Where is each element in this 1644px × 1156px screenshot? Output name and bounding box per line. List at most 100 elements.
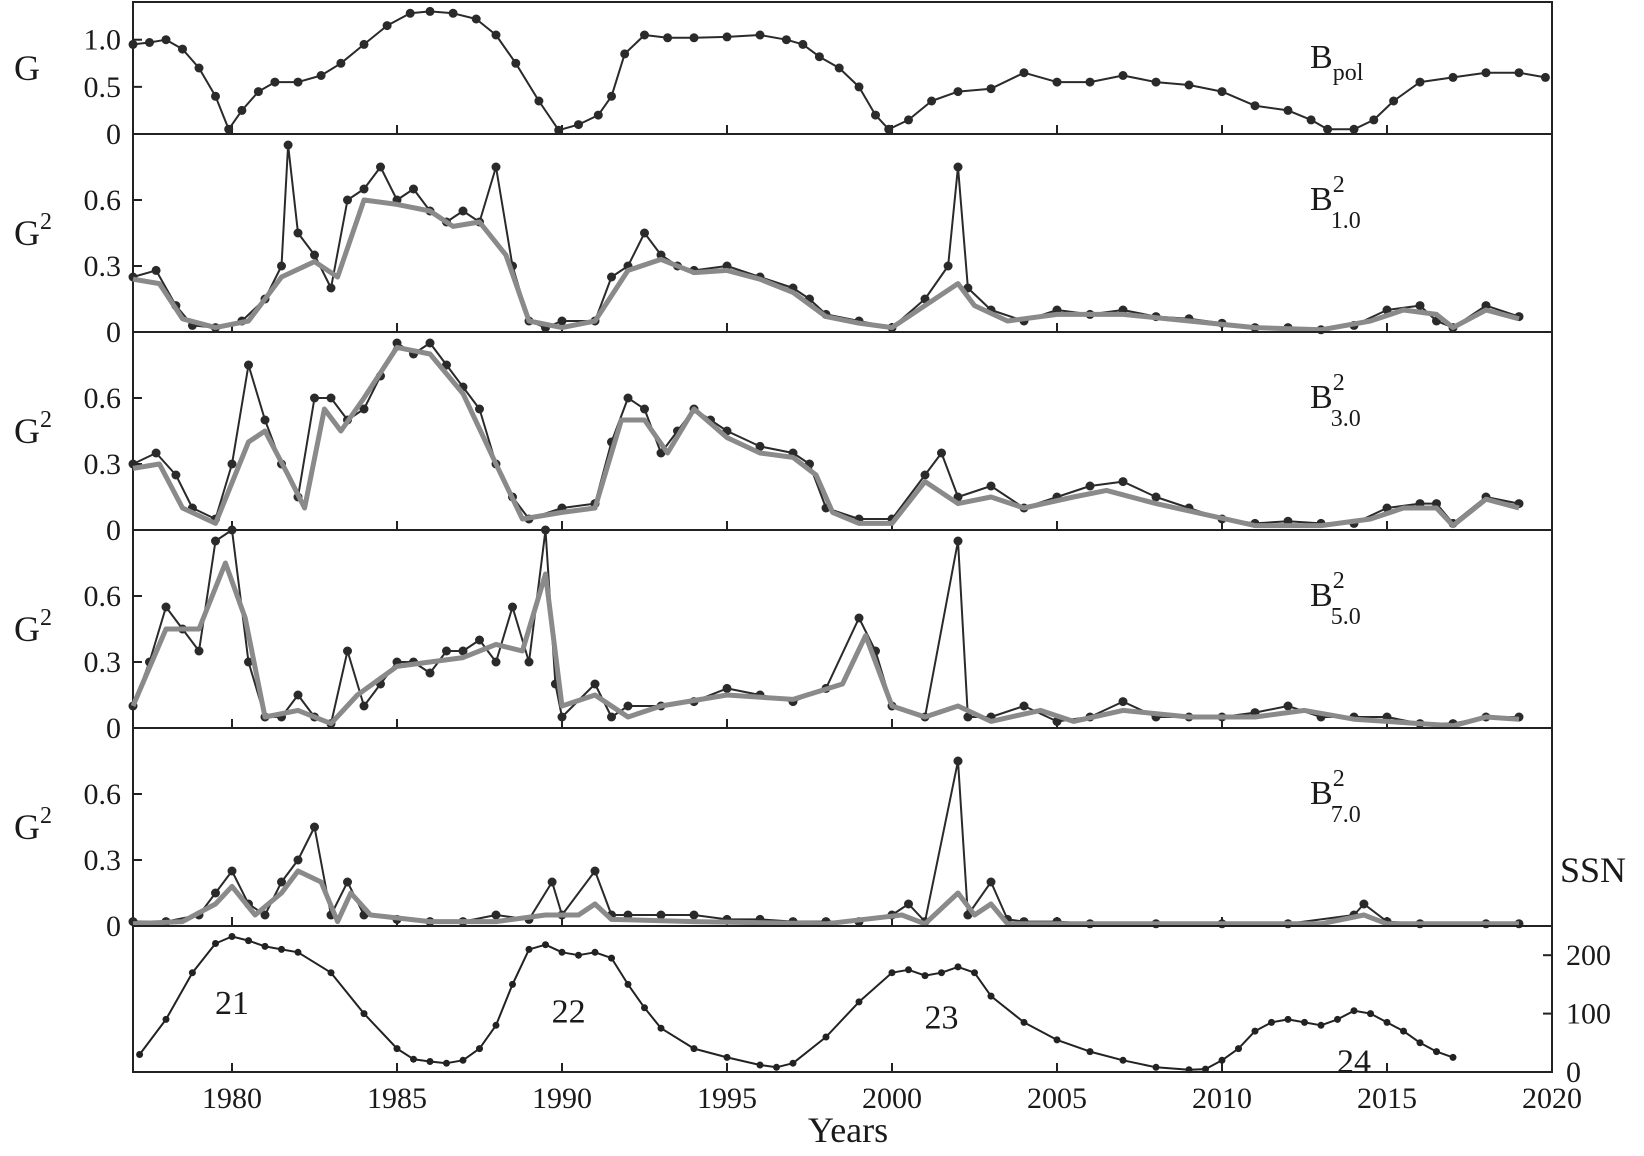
data-point bbox=[855, 998, 863, 1006]
data-point bbox=[283, 140, 293, 150]
data-point bbox=[1085, 481, 1095, 491]
data-point bbox=[607, 91, 616, 101]
data-point bbox=[954, 963, 962, 971]
data-point bbox=[136, 1051, 144, 1058]
data-point bbox=[1306, 115, 1316, 125]
data-point bbox=[1301, 1018, 1308, 1026]
data-point bbox=[245, 937, 252, 945]
data-point bbox=[1367, 1010, 1374, 1018]
data-point bbox=[623, 393, 633, 403]
data-point bbox=[443, 1059, 450, 1067]
data-point bbox=[491, 657, 501, 667]
data-point bbox=[1334, 1015, 1341, 1023]
panel-label: Bpol bbox=[1310, 39, 1364, 86]
data-point bbox=[1433, 1048, 1440, 1056]
data-point bbox=[343, 877, 352, 887]
data-point bbox=[722, 32, 732, 42]
data-point bbox=[161, 35, 171, 45]
data-point bbox=[656, 910, 666, 920]
data-point bbox=[171, 470, 181, 480]
data-point bbox=[1283, 105, 1293, 115]
data-point bbox=[624, 980, 632, 988]
data-point bbox=[343, 646, 352, 656]
data-point bbox=[534, 96, 544, 106]
data-point bbox=[558, 948, 566, 956]
panel-b50: 0 0.3 0.6 G2 B2 5.0 bbox=[14, 525, 1553, 745]
data-point bbox=[1383, 1018, 1391, 1026]
data-point bbox=[491, 162, 501, 172]
x-tick-label: 2015 bbox=[1357, 1082, 1417, 1115]
x-tick-label: 1985 bbox=[367, 1082, 427, 1115]
panel-label: B2 5.0 bbox=[1310, 568, 1361, 630]
data-point bbox=[1119, 1056, 1127, 1064]
data-point bbox=[1317, 1021, 1325, 1029]
x-axis-title: Years bbox=[808, 1110, 888, 1150]
data-point bbox=[1020, 1018, 1028, 1026]
data-point bbox=[590, 679, 600, 689]
data-point bbox=[194, 63, 204, 73]
data-point bbox=[690, 1045, 698, 1053]
data-point bbox=[1218, 1056, 1226, 1064]
series-line-raw bbox=[132, 529, 1519, 725]
data-point bbox=[448, 8, 458, 18]
data-point bbox=[492, 1021, 500, 1029]
data-point bbox=[491, 910, 501, 920]
data-point bbox=[640, 30, 649, 40]
data-point bbox=[798, 39, 808, 49]
data-point bbox=[509, 980, 516, 988]
data-point bbox=[1151, 492, 1161, 502]
data-point bbox=[1514, 68, 1524, 78]
data-point bbox=[293, 855, 303, 865]
data-point bbox=[547, 877, 557, 887]
x-tick-label: 2020 bbox=[1522, 1082, 1582, 1115]
data-point bbox=[1152, 1063, 1160, 1071]
series-line-smooth bbox=[132, 197, 1520, 333]
data-point bbox=[1184, 80, 1194, 90]
data-point bbox=[382, 21, 392, 31]
data-point bbox=[1481, 68, 1491, 78]
data-point bbox=[310, 250, 319, 260]
data-point bbox=[1251, 1027, 1259, 1035]
data-point bbox=[905, 966, 912, 974]
data-point bbox=[722, 683, 732, 693]
data-point bbox=[755, 441, 765, 451]
data-point bbox=[511, 58, 521, 68]
cycle-number-label: 21 bbox=[215, 985, 249, 1022]
data-point bbox=[310, 822, 319, 832]
data-point bbox=[253, 87, 263, 97]
data-point bbox=[261, 942, 269, 950]
data-point bbox=[1085, 77, 1095, 87]
data-point bbox=[471, 14, 481, 24]
data-point bbox=[525, 945, 533, 953]
data-point bbox=[822, 1033, 830, 1041]
data-point bbox=[1019, 701, 1029, 711]
data-point bbox=[1284, 1015, 1292, 1023]
data-point bbox=[608, 954, 615, 962]
data-point bbox=[360, 1010, 368, 1018]
y-tick-label: 0.5 bbox=[84, 71, 122, 104]
data-point bbox=[211, 91, 220, 101]
data-point bbox=[953, 536, 963, 546]
data-point bbox=[409, 184, 418, 194]
data-point bbox=[1202, 1065, 1209, 1073]
cycle-number-label: 24 bbox=[1337, 1043, 1371, 1080]
panel-ssn: 0 100 200 SSN 21 22 23 24 bbox=[132, 850, 1626, 1089]
data-point bbox=[294, 948, 302, 956]
data-point bbox=[904, 899, 913, 909]
data-point bbox=[789, 1059, 797, 1067]
data-point bbox=[854, 82, 864, 92]
data-point bbox=[405, 8, 415, 18]
data-point bbox=[145, 38, 154, 47]
data-point bbox=[1019, 68, 1029, 78]
panel-b10: 0 0.3 0.6 G2 B2 1.0 bbox=[14, 133, 1553, 349]
x-tick-label: 1990 bbox=[532, 1082, 592, 1115]
data-point bbox=[657, 1024, 665, 1032]
data-point bbox=[904, 115, 913, 125]
data-point bbox=[508, 602, 517, 612]
data-point bbox=[986, 481, 996, 491]
data-point bbox=[575, 951, 582, 959]
data-point bbox=[756, 1061, 764, 1069]
x-tick-label: 2010 bbox=[1192, 1082, 1252, 1115]
data-point bbox=[1283, 701, 1293, 711]
y-tick-label: 0.3 bbox=[84, 250, 122, 283]
